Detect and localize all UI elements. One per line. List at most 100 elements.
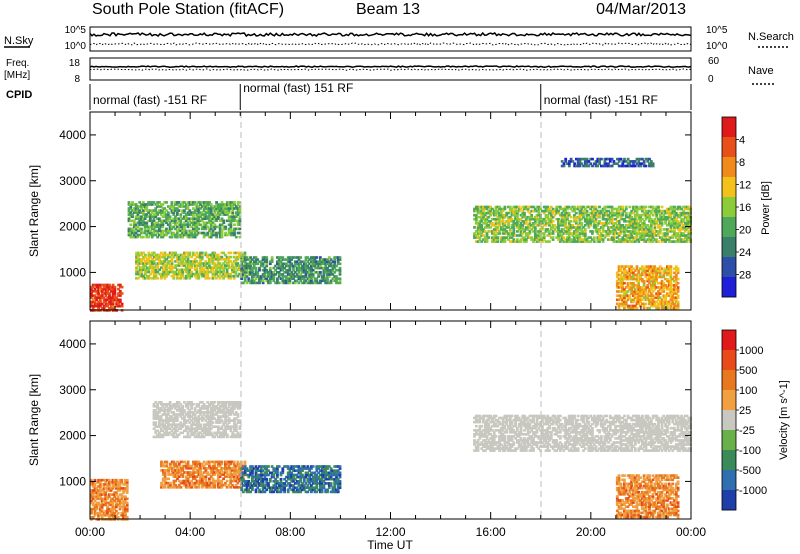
echo-cell (680, 217, 684, 221)
echo-cell (190, 401, 193, 404)
echo-cell (598, 220, 601, 223)
echo-cell (335, 256, 338, 259)
echo-cell (666, 228, 669, 231)
echo-cell (653, 220, 657, 223)
nave-tick-bottom: 0 (708, 74, 714, 85)
echo-cell (607, 205, 610, 209)
echo-cell (494, 209, 498, 213)
echo-cell (175, 409, 179, 412)
echo-cell (544, 222, 548, 225)
echo-cell (154, 270, 158, 274)
echo-cell (649, 300, 653, 304)
echo-cell (104, 290, 108, 293)
echo-cell (551, 230, 555, 233)
echo-cell (649, 288, 653, 291)
echo-cell (635, 292, 639, 295)
echo-cell (594, 220, 598, 223)
echo-cell (195, 277, 199, 280)
echo-cell (129, 207, 133, 210)
echo-cell (526, 224, 530, 227)
echo-cell (147, 229, 150, 233)
echo-cell (183, 277, 186, 280)
echo-cell (557, 228, 560, 231)
echo-cell (628, 213, 632, 217)
echo-cell (297, 275, 301, 278)
echo-cell (145, 229, 149, 233)
echo-cell (478, 232, 482, 235)
echo-cell (562, 207, 566, 211)
echo-cell (270, 277, 274, 280)
echo-cell (574, 217, 578, 221)
echo-cell (160, 277, 163, 280)
echo-cell (646, 292, 650, 295)
echo-cell (649, 240, 653, 243)
echo-cell (188, 427, 192, 430)
echo-cell (655, 306, 658, 310)
echo-cell (109, 481, 113, 484)
echo-cell (671, 294, 675, 297)
echo-cell (601, 224, 605, 227)
echo-cell (143, 221, 147, 225)
echo-cell (208, 425, 211, 428)
echo-cell (569, 157, 573, 161)
echo-cell (516, 215, 519, 219)
echo-cell (183, 268, 186, 272)
echo-cell (192, 431, 195, 435)
echo-cell (143, 227, 147, 231)
echo-cell (147, 268, 151, 272)
echo-cell (669, 304, 673, 308)
echo-cell (193, 415, 197, 418)
echo-cell (496, 240, 500, 243)
echo-cell (197, 264, 201, 267)
echo-cell (106, 483, 109, 486)
echo-cell (261, 273, 265, 276)
echo-cell (158, 421, 161, 424)
echo-cell (578, 213, 582, 217)
echo-cell (172, 205, 176, 208)
echo-cell (664, 211, 667, 215)
echo-cell (633, 292, 637, 295)
echo-cell (229, 205, 233, 208)
echo-cell (220, 258, 224, 261)
echo-cell (632, 271, 635, 275)
echo-cell (512, 230, 516, 233)
echo-cell (338, 273, 342, 276)
echo-cell (485, 226, 489, 229)
echo-cell (535, 224, 539, 227)
echo-cell (174, 217, 177, 220)
echo-cell (279, 266, 283, 270)
echo-cell (571, 232, 575, 235)
echo-cell (598, 160, 601, 163)
echo-cell (601, 240, 605, 243)
echo-cell (154, 421, 158, 424)
echo-cell (311, 281, 315, 285)
echo-cell (199, 270, 202, 274)
echo-cell (311, 256, 315, 259)
echo-cell (100, 497, 104, 501)
echo-cell (252, 264, 256, 268)
echo-cell (200, 211, 204, 214)
echo-cell (633, 228, 637, 231)
echo-cell (199, 401, 202, 404)
echo-cell (605, 230, 609, 233)
echo-cell (632, 238, 635, 241)
echo-cell (514, 207, 517, 211)
echo-cell (149, 201, 152, 204)
echo-cell (541, 217, 544, 221)
echo-cell (213, 266, 217, 269)
echo-cell (200, 405, 204, 408)
echo-cell (211, 425, 215, 428)
echo-cell (476, 226, 480, 229)
echo-cell (507, 226, 510, 229)
echo-cell (671, 277, 675, 281)
echo-cell (539, 228, 542, 231)
echo-cell (209, 413, 213, 416)
echo-cell (608, 220, 612, 223)
echo-cell (158, 419, 161, 422)
echo-cell (336, 262, 340, 266)
echo-cell (555, 205, 559, 209)
echo-cell (533, 226, 537, 229)
echo-cell (599, 222, 603, 225)
echo-cell (213, 255, 217, 259)
echo-cell (641, 224, 644, 227)
